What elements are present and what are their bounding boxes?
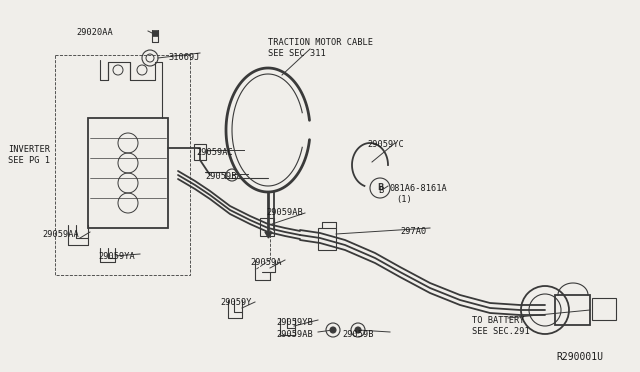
Polygon shape: [265, 232, 272, 238]
Text: (1): (1): [396, 195, 412, 204]
Bar: [592, 298, 616, 320]
Text: 081A6-8161A: 081A6-8161A: [390, 184, 448, 193]
Text: B: B: [377, 183, 383, 192]
Text: TO BATTERY: TO BATTERY: [472, 316, 525, 325]
Text: B: B: [378, 186, 383, 195]
Bar: [318, 228, 336, 250]
Text: 29059Y: 29059Y: [220, 298, 252, 307]
Text: 29020AA: 29020AA: [76, 28, 113, 37]
Text: 29059AB: 29059AB: [276, 330, 313, 339]
Bar: [55, 55, 190, 275]
Text: 29059AC: 29059AC: [196, 148, 233, 157]
Text: SEE SEC 311: SEE SEC 311: [268, 49, 326, 58]
Text: 29059B: 29059B: [342, 330, 374, 339]
Circle shape: [330, 327, 336, 333]
Bar: [260, 218, 274, 236]
Text: SEE PG 1: SEE PG 1: [8, 156, 50, 165]
Text: SEE SEC.291: SEE SEC.291: [472, 327, 530, 336]
Bar: [152, 30, 158, 36]
Text: TRACTION MOTOR CABLE: TRACTION MOTOR CABLE: [268, 38, 373, 47]
Text: 29059AA: 29059AA: [42, 230, 79, 239]
Text: INVERTER: INVERTER: [8, 145, 50, 154]
Text: 29059A: 29059A: [250, 258, 282, 267]
Circle shape: [355, 327, 361, 333]
Text: 29059YC: 29059YC: [367, 140, 404, 149]
Bar: [555, 295, 590, 325]
Text: R290001U: R290001U: [556, 352, 603, 362]
Text: 29059AB: 29059AB: [266, 208, 303, 217]
Text: 29059YA: 29059YA: [98, 252, 135, 261]
Text: 297A0: 297A0: [400, 227, 426, 236]
Bar: [88, 118, 168, 228]
Bar: [194, 144, 206, 160]
Text: 29059YB: 29059YB: [276, 318, 313, 327]
Text: 29059B: 29059B: [205, 172, 237, 181]
Text: 31069J: 31069J: [168, 53, 200, 62]
